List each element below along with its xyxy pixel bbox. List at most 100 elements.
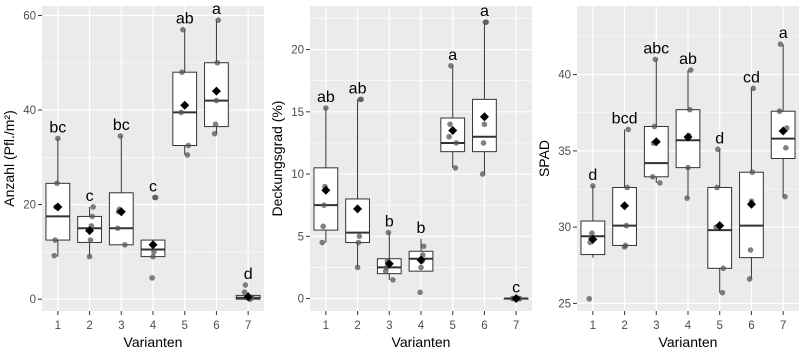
significance-label: a xyxy=(480,3,489,20)
data-point xyxy=(55,135,61,142)
y-tick-label: 15 xyxy=(291,107,304,119)
box-variant-4: ab xyxy=(675,51,701,201)
significance-label: ab xyxy=(317,89,335,106)
box-variant-3: abc xyxy=(643,40,669,186)
data-point xyxy=(179,69,185,76)
x-tick-label: 5 xyxy=(182,320,188,332)
box-iqr xyxy=(643,125,669,178)
box-variant-5: ab xyxy=(172,11,198,158)
data-point xyxy=(747,247,754,253)
significance-label: bc xyxy=(113,117,130,134)
data-point xyxy=(590,183,596,189)
data-point xyxy=(452,165,459,171)
mean-marker xyxy=(243,292,253,302)
data-point xyxy=(479,171,486,177)
mean-marker xyxy=(511,294,521,304)
box-variant-4: c xyxy=(140,179,166,281)
box-variant-1: ab xyxy=(313,89,339,246)
data-point xyxy=(750,85,757,92)
x-tick-label: 5 xyxy=(717,320,723,332)
box-variant-7: c xyxy=(503,280,529,304)
data-point xyxy=(782,193,788,200)
data-point xyxy=(719,289,726,296)
mean-marker xyxy=(479,112,489,122)
y-axis-title: Anzahl (Pfl./m²) xyxy=(1,110,17,206)
box-variant-4: b xyxy=(408,220,434,296)
data-point xyxy=(417,289,423,296)
data-point xyxy=(320,223,326,230)
data-point xyxy=(180,26,186,33)
data-point xyxy=(87,237,94,243)
y-tick-label: 5 xyxy=(298,231,304,243)
data-point xyxy=(321,202,327,208)
x-tick-label: 1 xyxy=(55,320,61,332)
mean-marker xyxy=(85,226,95,236)
significance-label: a xyxy=(448,47,457,64)
data-point xyxy=(358,96,364,103)
data-point xyxy=(242,282,249,288)
x-tick-label: 1 xyxy=(323,320,329,332)
mean-marker xyxy=(148,240,158,250)
box-variant-2: c xyxy=(77,188,102,260)
data-point xyxy=(453,140,460,146)
x-tick-label: 1 xyxy=(590,320,596,332)
data-point xyxy=(356,233,363,240)
data-point xyxy=(420,243,427,250)
x-tick-label: 2 xyxy=(621,320,627,332)
data-point xyxy=(652,56,659,63)
data-point xyxy=(51,252,58,259)
data-point xyxy=(589,230,595,237)
box-variant-6: a xyxy=(204,1,229,137)
significance-label: ab xyxy=(176,11,194,28)
significance-label: c xyxy=(512,280,520,297)
significance-label: bc xyxy=(49,119,66,136)
x-tick-label: 2 xyxy=(86,320,92,332)
x-tick-label: 2 xyxy=(354,320,360,332)
box-variant-1: bc xyxy=(45,119,71,259)
data-point xyxy=(657,180,663,186)
data-point xyxy=(480,140,487,146)
data-point xyxy=(651,123,658,130)
data-point xyxy=(151,249,157,255)
data-point xyxy=(687,67,694,73)
significance-label: ab xyxy=(679,51,697,68)
x-tick-label: 4 xyxy=(418,320,425,332)
x-axis-title: Varianten xyxy=(659,334,718,350)
data-point xyxy=(150,253,156,260)
mean-marker xyxy=(588,234,598,244)
box-iqr xyxy=(108,192,134,246)
x-axis-title: Varianten xyxy=(124,334,183,350)
box-variant-6: cd xyxy=(739,69,764,282)
mean-marker xyxy=(321,185,331,195)
significance-label: abc xyxy=(643,40,669,57)
y-tick-label: 0 xyxy=(30,294,36,306)
data-point xyxy=(212,121,219,128)
data-point xyxy=(687,106,693,113)
data-point xyxy=(355,239,362,246)
data-point xyxy=(446,133,452,140)
y-tick-label: 60 xyxy=(23,10,36,22)
data-point xyxy=(178,109,184,116)
data-point xyxy=(152,194,159,201)
mean-marker xyxy=(416,255,426,265)
box-variant-3: b xyxy=(376,214,402,283)
data-point xyxy=(90,204,96,210)
x-tick-label: 7 xyxy=(513,320,519,332)
box-variant-7: d xyxy=(235,266,261,302)
data-point xyxy=(213,97,220,104)
data-point xyxy=(86,253,93,260)
significance-label: c xyxy=(149,179,157,196)
data-point xyxy=(215,17,222,23)
data-point xyxy=(390,277,396,283)
data-point xyxy=(54,180,60,187)
significance-label: a xyxy=(212,1,221,18)
mean-marker xyxy=(746,199,756,209)
data-point xyxy=(323,105,329,111)
box-variant-2: bcd xyxy=(612,111,637,250)
significance-label: d xyxy=(244,266,253,283)
box-variant-6: a xyxy=(472,3,497,177)
mean-marker xyxy=(353,204,363,214)
box-iqr xyxy=(739,171,764,259)
y-tick-label: 20 xyxy=(23,200,36,212)
data-point xyxy=(776,108,783,115)
